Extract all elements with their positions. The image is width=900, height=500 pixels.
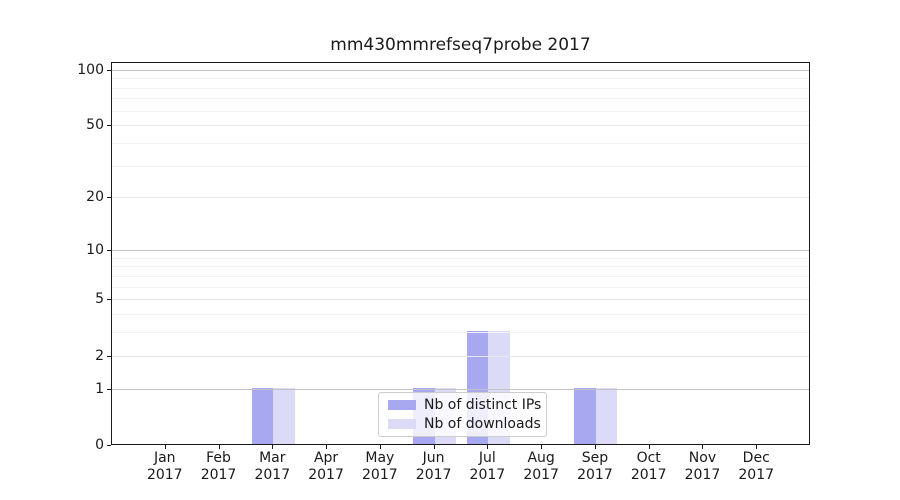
gridline-y-100 <box>112 70 809 71</box>
x-tick-month: Dec <box>742 450 770 466</box>
x-tick-year: 2017 <box>577 467 613 483</box>
legend: Nb of distinct IPs Nb of downloads <box>378 392 547 437</box>
x-tick-month: Apr <box>313 450 339 466</box>
x-tick-label-apr: Apr 2017 <box>296 450 356 484</box>
x-tick-year: 2017 <box>362 467 398 483</box>
gridline-y-60 <box>112 111 809 112</box>
x-tick-year: 2017 <box>308 467 344 483</box>
x-tick-year: 2017 <box>630 467 667 483</box>
gridline-y-20 <box>112 197 809 198</box>
y-tick-0 <box>107 445 111 446</box>
y-tick-label-20: 20 <box>86 189 104 206</box>
chart-title: mm430mmrefseq7probe 2017 <box>330 35 591 55</box>
y-tick-10 <box>107 250 111 252</box>
gridline-y-30 <box>112 166 809 167</box>
x-tick-month: Jun <box>422 450 445 466</box>
gridline-y-1 <box>112 389 809 390</box>
legend-swatch-distinct-ips <box>388 400 416 410</box>
y-tick-1 <box>107 388 111 390</box>
x-tick-month: Oct <box>636 450 661 466</box>
bar-distinct-ips-sep <box>574 387 596 444</box>
x-tick-month: Feb <box>206 450 231 466</box>
y-tick-2 <box>107 355 111 357</box>
gridline-y-80 <box>112 88 809 89</box>
x-tick-year: 2017 <box>469 467 506 483</box>
gridline-y-8 <box>112 266 809 267</box>
y-tick-label-10: 10 <box>86 242 104 259</box>
gridline-y-10 <box>112 250 809 251</box>
bar-distinct-ips-mar <box>251 387 274 444</box>
x-tick-year: 2017 <box>684 467 721 483</box>
y-tick-20 <box>107 197 111 199</box>
y-tick-5 <box>107 299 111 301</box>
x-tick-year: 2017 <box>523 467 559 483</box>
gridline-y-3 <box>112 332 809 333</box>
x-tick-month: Jan <box>153 450 176 466</box>
y-tick-label-0: 0 <box>95 437 104 453</box>
x-tick-year: 2017 <box>146 467 183 483</box>
x-tick-nov <box>702 445 704 449</box>
x-tick-apr <box>326 445 328 449</box>
x-tick-label-mar: Mar 2017 <box>242 450 302 484</box>
x-tick-label-jan: Jan 2017 <box>135 450 195 484</box>
x-tick-year: 2017 <box>738 467 775 483</box>
gridline-y-6 <box>112 287 809 288</box>
bar-downloads-sep <box>595 387 618 444</box>
y-tick-label-100: 100 <box>77 61 104 78</box>
y-tick-label-1: 1 <box>95 380 104 397</box>
y-tick-100 <box>107 69 111 71</box>
x-tick-label-feb: Feb 2017 <box>189 450 249 484</box>
x-tick-mar <box>272 445 274 449</box>
legend-item-distinct-ips: Nb of distinct IPs <box>388 396 546 413</box>
x-tick-feb <box>218 445 220 449</box>
x-tick-month: Aug <box>527 450 555 466</box>
x-tick-may <box>379 445 381 449</box>
x-tick-aug <box>541 445 543 449</box>
x-tick-year: 2017 <box>200 467 237 483</box>
x-tick-label-aug: Aug 2017 <box>511 450 571 484</box>
gridline-y-50 <box>112 125 809 126</box>
x-tick-month: May <box>365 450 395 466</box>
x-tick-label-dec: Dec 2017 <box>726 450 786 484</box>
legend-item-downloads: Nb of downloads <box>388 415 546 432</box>
x-tick-label-oct: Oct 2017 <box>619 450 679 484</box>
gridline-y-2 <box>112 356 809 357</box>
gridline-y-9 <box>112 258 809 259</box>
x-tick-label-jul: Jul 2017 <box>457 450 517 484</box>
y-tick-label-5: 5 <box>95 291 104 308</box>
x-tick-month: Sep <box>581 450 609 466</box>
gridline-y-5 <box>112 299 809 300</box>
x-tick-sep <box>594 445 596 449</box>
x-tick-jan <box>164 445 166 449</box>
x-tick-year: 2017 <box>415 467 452 483</box>
x-tick-label-may: May 2017 <box>350 450 410 484</box>
x-tick-jun <box>433 445 435 449</box>
gridline-y-40 <box>112 143 809 144</box>
y-tick-label-2: 2 <box>95 347 104 364</box>
x-tick-month: Nov <box>688 450 717 466</box>
x-tick-label-jun: Jun 2017 <box>404 450 464 484</box>
legend-label-distinct-ips: Nb of distinct IPs <box>424 396 542 413</box>
legend-label-downloads: Nb of downloads <box>424 415 541 432</box>
gridline-y-4 <box>112 314 809 315</box>
x-tick-month: Mar <box>259 450 286 466</box>
plot-area <box>111 62 810 445</box>
gridline-y-90 <box>112 78 809 79</box>
x-tick-dec <box>756 445 758 449</box>
x-tick-jul <box>487 445 489 449</box>
gridline-y-70 <box>112 98 809 99</box>
x-tick-year: 2017 <box>254 467 291 483</box>
gridline-y-7 <box>112 276 809 277</box>
x-tick-label-sep: Sep 2017 <box>565 450 625 484</box>
x-tick-oct <box>648 445 650 449</box>
bar-downloads-mar <box>273 387 295 444</box>
y-tick-label-50: 50 <box>86 117 104 134</box>
y-tick-50 <box>107 125 111 127</box>
x-tick-label-nov: Nov 2017 <box>672 450 732 484</box>
x-tick-month: Jul <box>478 450 496 466</box>
legend-swatch-downloads <box>388 419 416 429</box>
